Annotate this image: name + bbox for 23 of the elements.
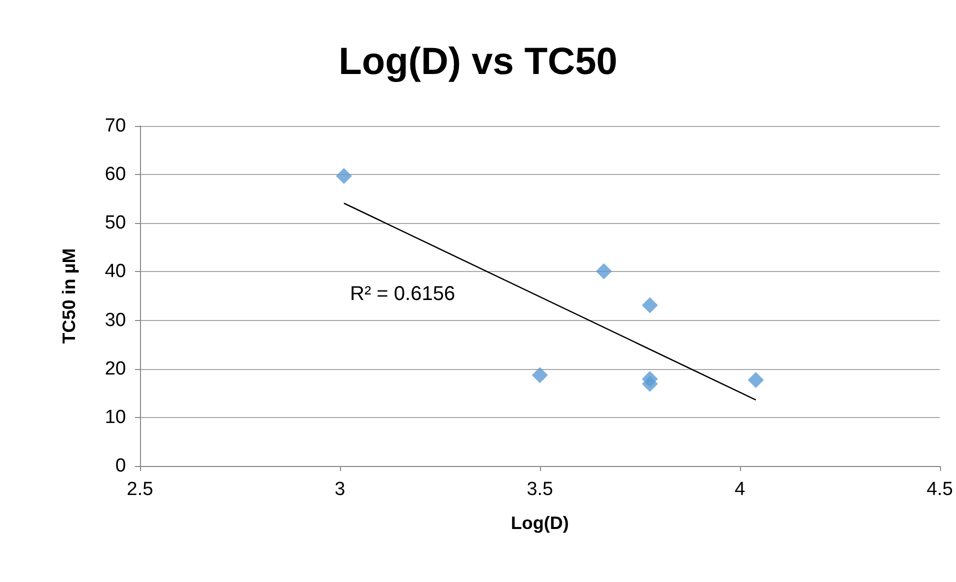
- y-tick-label: 20: [104, 358, 126, 380]
- chart-title: Log(D) vs TC50: [338, 41, 618, 83]
- x-tick-label: 3.5: [526, 479, 554, 500]
- x-tick-label: 4.5: [926, 479, 954, 500]
- point: [336, 168, 352, 184]
- point: [748, 372, 764, 388]
- x-tick-label: 4: [734, 479, 746, 500]
- x-tick-label: 2.5: [126, 479, 154, 500]
- point: [642, 376, 658, 392]
- y-tick-label: 60: [104, 164, 126, 186]
- point: [642, 297, 658, 314]
- point: [532, 367, 548, 384]
- y-tick-label: 70: [104, 116, 126, 136]
- y-axis-title: TC50 in µM: [59, 248, 79, 344]
- y-tick-label: 50: [104, 212, 126, 234]
- y-tick-label: 40: [104, 261, 126, 282]
- y-tick-label: 10: [104, 406, 126, 428]
- y-tick-label: 30: [104, 310, 126, 331]
- annotation: R² = 0.6156: [350, 283, 456, 305]
- x-tick-label: 3: [334, 479, 346, 500]
- x-axis-title: Log(D): [510, 513, 569, 533]
- point: [596, 263, 612, 280]
- y-tick-label: 0: [115, 456, 126, 476]
